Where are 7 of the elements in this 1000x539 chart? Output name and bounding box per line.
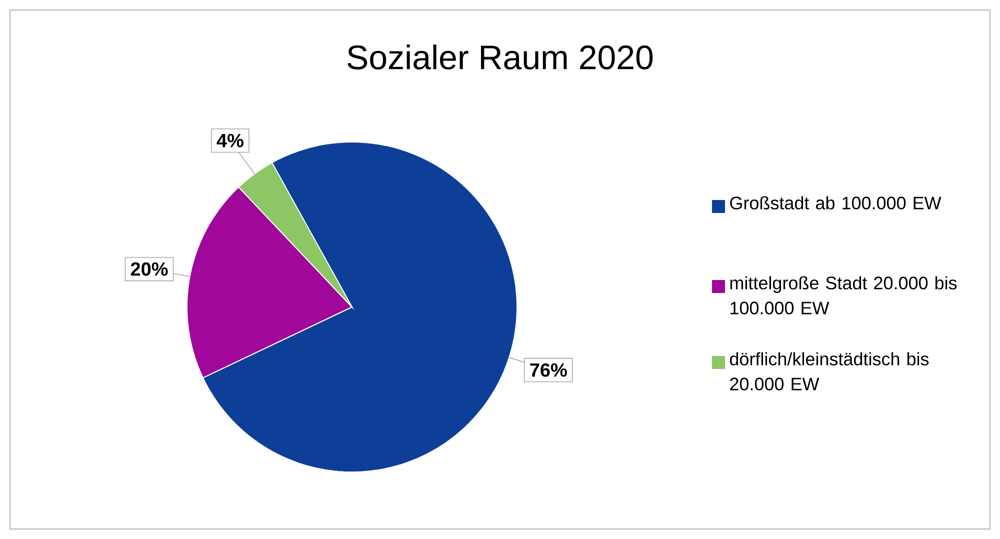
chart-title: Sozialer Raum 2020	[348, 44, 653, 70]
legend-label: mittelgroße Stadt 20.000 bis 100.000 EW	[730, 276, 957, 314]
data-label: 4%	[216, 134, 244, 148]
legend-label: Großstadt ab 100.000 EW	[730, 196, 942, 210]
legend-label: dörflich/kleinstädtisch bis 20.000 EW	[730, 352, 929, 390]
data-label: 76%	[530, 363, 567, 377]
data-label: 20%	[130, 262, 168, 276]
